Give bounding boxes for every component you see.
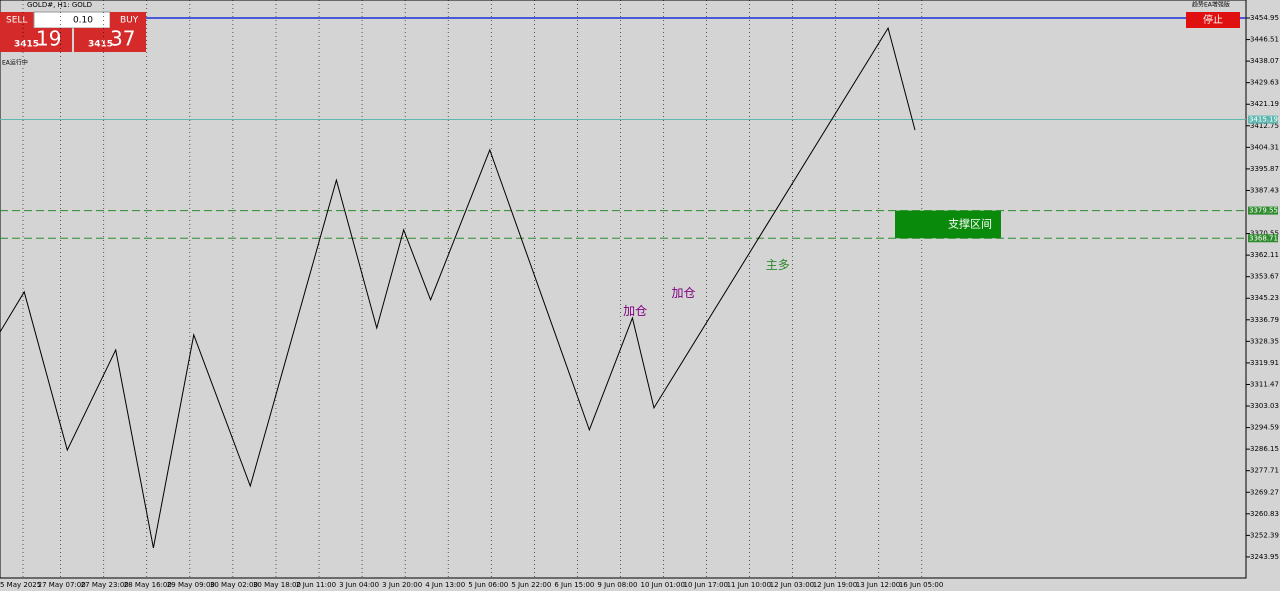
x-tick-label: 16 Jun 05:00 [899,581,943,589]
y-tick-label: 3319.91 [1250,359,1279,367]
header-bar [1,1,146,12]
y-tick-label: 3286.15 [1250,445,1279,453]
x-tick-label: 28 May 16:00 [124,581,172,589]
y-tick-label: 3362.11 [1250,251,1279,259]
y-tick-label: 3260.83 [1250,510,1279,518]
level-label: 3368.71 [1249,234,1278,242]
sell-label[interactable]: SELL [6,16,27,26]
level-label: 3379.55 [1249,207,1278,215]
y-tick-label: 3303.03 [1250,402,1279,410]
x-tick-label: 13 Jun 12:00 [856,581,900,589]
x-tick-label: 3 Jun 04:00 [339,581,379,589]
plot-area [0,0,1247,579]
sell-button[interactable] [0,12,34,28]
x-tick-label: 12 Jun 03:00 [770,581,814,589]
y-tick-label: 3311.47 [1250,380,1279,388]
y-tick-label: 3336.79 [1250,316,1279,324]
x-tick-label: 5 Jun 22:00 [511,581,551,589]
y-tick-label: 3277.71 [1250,467,1279,475]
y-tick-label: 3412.75 [1250,122,1279,130]
level-label: 3415.19 [1249,116,1278,124]
y-tick-label: 3446.51 [1250,36,1279,44]
bid-big: 3415 [14,40,39,50]
x-tick-label: 30 May 02:00 [210,581,258,589]
x-tick-label: 29 May 09:00 [167,581,215,589]
level-tag [1248,115,1278,124]
y-tick-label: 3387.43 [1250,186,1279,194]
ask-big: 3415 [88,40,113,50]
ea-name: 趋势EA增强版 [1192,1,1230,9]
annotation: 主多 [766,258,790,272]
x-tick-label: 27 May 07:00 [38,581,86,589]
y-tick-label: 3243.95 [1250,553,1279,561]
zone-label: 支撑区间 [948,216,992,230]
lot-value: 0.10 [73,16,93,26]
y-tick-label: 3438.07 [1250,57,1279,65]
ea-status: EA运行中 [2,59,28,67]
buy-button[interactable] [110,12,146,28]
zigzag-line [0,26,916,548]
x-tick-label: 10 Jun 17:00 [684,581,728,589]
y-tick-label: 3370.55 [1250,230,1279,238]
y-tick-label: 3353.67 [1250,273,1279,281]
x-tick-label: 30 May 18:00 [253,581,301,589]
symbol: GOLD#, H1: GOLD [27,1,92,9]
y-tick-label: 3252.39 [1250,531,1279,539]
x-tick-label: 11 Jun 10:00 [727,581,771,589]
x-tick-label: 3 Jun 20:00 [382,581,422,589]
y-tick-label: 3328.35 [1250,337,1279,345]
y-tick-label: 3421.19 [1250,100,1279,108]
x-tick-label: 5 Jun 06:00 [468,581,508,589]
ask-small: 37 [110,27,135,51]
y-tick-label: 3404.31 [1250,143,1279,151]
level-tag [1248,234,1278,243]
y-tick-label: 3454.95 [1250,14,1279,22]
bid-box[interactable] [0,28,72,52]
level-tag [1248,206,1278,215]
x-tick-label: 5 May 2025 [0,581,41,589]
annotation: 加仓 [672,286,696,300]
x-tick-label: 2 Jun 11:00 [296,581,336,589]
buy-label[interactable]: BUY [120,16,139,26]
x-tick-label: 10 Jun 01:00 [640,581,684,589]
annotation: 加仓 [623,304,647,318]
ask-box[interactable] [74,28,146,52]
stop-button[interactable] [1186,12,1240,28]
y-tick-label: 3294.59 [1250,424,1279,432]
y-tick-label: 3345.23 [1250,294,1279,302]
stop-label[interactable]: 停止 [1203,13,1223,26]
y-tick-label: 3429.63 [1250,79,1279,87]
support-zone [895,210,1001,239]
x-tick-label: 9 Jun 08:00 [597,581,637,589]
bid-small: 19 [36,27,61,51]
y-tick-label: 3395.87 [1250,165,1279,173]
x-tick-label: 27 May 23:00 [81,581,129,589]
x-tick-label: 6 Jun 15:00 [554,581,594,589]
x-tick-label: 12 Jun 19:00 [813,581,857,589]
y-tick-label: 3269.27 [1250,488,1279,496]
x-tick-label: 4 Jun 13:00 [425,581,465,589]
